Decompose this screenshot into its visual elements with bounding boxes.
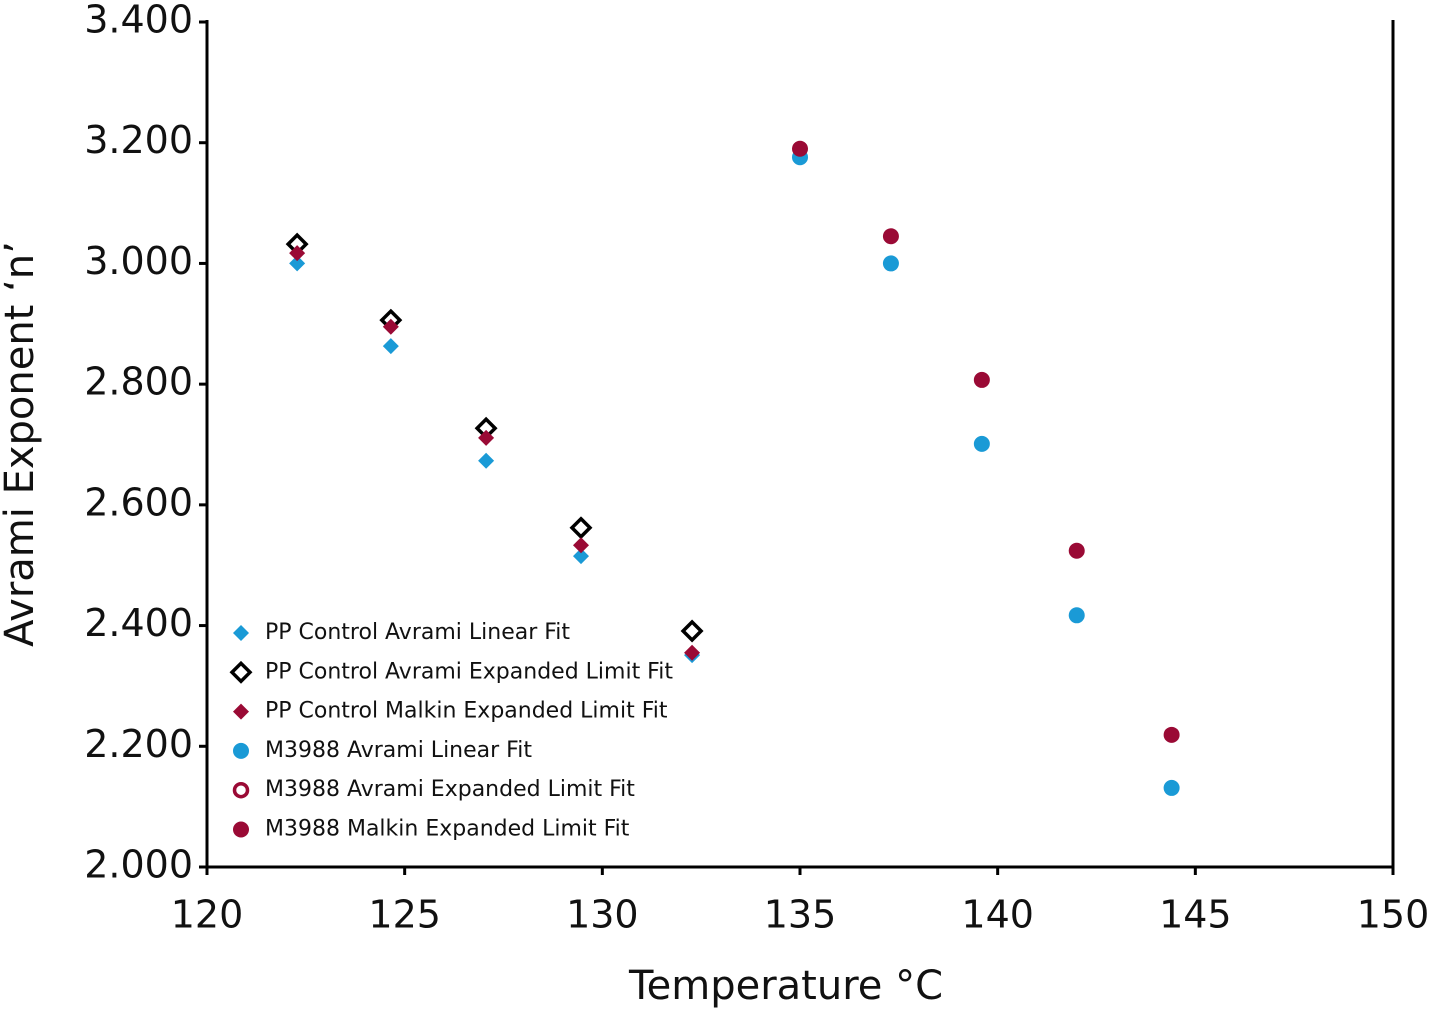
y-tick-label: 3.200	[84, 118, 193, 162]
y-tick-label: 2.200	[84, 722, 193, 766]
y-tick-label: 2.600	[84, 480, 193, 524]
legend-label: M3988 Avrami Linear Fit	[265, 738, 532, 763]
y-tick-label: 3.000	[84, 239, 193, 283]
point	[478, 429, 495, 446]
point	[289, 245, 306, 262]
legend-marker	[232, 781, 250, 799]
point	[882, 255, 899, 272]
point	[289, 255, 306, 272]
legend-marker	[233, 625, 249, 641]
legend-marker	[233, 742, 249, 759]
legend-label: PP Control Avrami Linear Fit	[265, 620, 570, 645]
point	[572, 548, 589, 565]
point	[572, 537, 589, 554]
point	[382, 338, 399, 355]
x-tick-label: 120	[171, 893, 244, 937]
x-tick-label: 130	[566, 893, 639, 937]
point	[382, 318, 399, 335]
point	[478, 452, 495, 469]
legend-label: M3988 Malkin Expanded Limit Fit	[265, 817, 630, 842]
point	[1163, 779, 1180, 796]
y-tick-label: 2.800	[84, 360, 193, 404]
legend-label: M3988 Avrami Expanded Limit Fit	[265, 777, 635, 802]
point	[1068, 607, 1085, 624]
point	[684, 644, 701, 661]
x-tick-label: 125	[368, 893, 441, 937]
y-axis-title: Avrami Exponent ‘n’	[0, 241, 43, 647]
x-tick-label: 145	[1159, 893, 1232, 937]
point	[882, 228, 899, 245]
y-tick-label: 2.400	[84, 601, 193, 645]
point	[569, 516, 593, 540]
y-tick-label: 3.400	[84, 0, 193, 42]
point	[792, 140, 808, 157]
point	[973, 435, 990, 452]
x-axis-title: Temperature °C	[628, 963, 943, 1009]
legend-marker	[233, 821, 249, 838]
legend-label: PP Control Malkin Expanded Limit Fit	[265, 699, 668, 724]
legend-label: PP Control Avrami Expanded Limit Fit	[265, 659, 673, 684]
point	[1163, 726, 1180, 743]
point	[680, 619, 704, 643]
x-tick-label: 150	[1357, 893, 1430, 937]
x-tick-label: 140	[961, 893, 1034, 937]
legend-marker	[233, 703, 249, 720]
point	[1068, 542, 1085, 559]
y-tick-label: 2.000	[84, 843, 193, 887]
x-tick-label: 135	[764, 893, 837, 937]
legend-marker	[229, 660, 253, 684]
point	[973, 371, 990, 388]
